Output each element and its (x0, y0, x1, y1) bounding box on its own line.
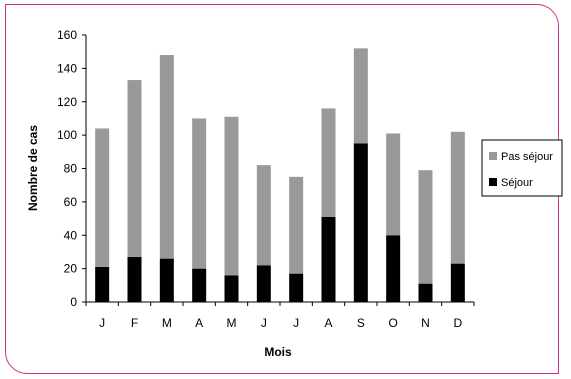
legend-box (481, 139, 563, 197)
x-tick-label: F (131, 316, 138, 330)
y-axis-title: Nombre de cas (26, 125, 40, 211)
bar-segment-sejour (289, 273, 304, 302)
y-tick-label: 20 (64, 262, 78, 276)
y-tick-label: 80 (64, 162, 78, 176)
x-tick-label: M (162, 316, 172, 330)
x-tick-label: N (421, 316, 430, 330)
bar-segment-pas-sejour (95, 128, 110, 267)
x-tick-label: J (99, 316, 105, 330)
bar-segment-sejour (192, 268, 207, 303)
legend-label: Pas séjour (501, 151, 553, 163)
legend-label: Séjour (501, 177, 533, 189)
bar-segment-sejour (353, 143, 368, 302)
bars-group (95, 48, 465, 303)
legend-swatch (489, 178, 497, 186)
bar-segment-sejour (321, 216, 336, 302)
bar-segment-pas-sejour (192, 118, 207, 269)
x-tick-label: J (293, 316, 299, 330)
y-tick-label: 60 (64, 195, 78, 209)
bar-segment-sejour (224, 275, 239, 302)
axes-group: 0 20 40 60 80 100 120 140 160 J F M A M J J A S O N D (57, 28, 475, 330)
x-axis-title: Mois (264, 345, 292, 359)
y-tick-label: 0 (70, 295, 77, 309)
bar-segment-pas-sejour (450, 131, 465, 264)
bar-segment-sejour (256, 265, 271, 302)
bar-segment-pas-sejour (386, 133, 401, 236)
bar-segment-pas-sejour (321, 108, 336, 217)
x-tick-label: M (227, 316, 237, 330)
bar-segment-pas-sejour (418, 170, 433, 284)
bar-segment-sejour (386, 235, 401, 302)
x-tick-label: O (388, 316, 397, 330)
bar-segment-pas-sejour (289, 176, 304, 274)
x-tick-label: A (324, 316, 332, 330)
y-tick-label: 40 (64, 228, 78, 242)
bar-segment-pas-sejour (159, 55, 174, 259)
bar-segment-pas-sejour (127, 80, 142, 257)
legend-swatch (489, 152, 497, 160)
y-tick-label: 100 (57, 128, 77, 142)
bar-segment-pas-sejour (224, 116, 239, 276)
x-tick-label: J (261, 316, 267, 330)
bar-segment-sejour (159, 258, 174, 302)
x-tick-label: S (357, 316, 365, 330)
bar-segment-sejour (418, 283, 433, 302)
y-tick-label: 140 (57, 61, 77, 75)
bar-segment-pas-sejour (353, 48, 368, 144)
bar-segment-sejour (450, 263, 465, 302)
legend: Pas séjour Séjour (481, 139, 563, 197)
x-tick-label: D (453, 316, 462, 330)
x-tick-label: A (195, 316, 203, 330)
bar-segment-sejour (95, 266, 110, 302)
bar-segment-sejour (127, 256, 142, 302)
y-tick-label: 120 (57, 95, 77, 109)
y-tick-label: 160 (57, 28, 77, 42)
bar-segment-pas-sejour (256, 165, 271, 266)
